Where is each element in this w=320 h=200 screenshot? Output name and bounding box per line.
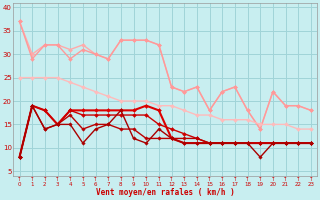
X-axis label: Vent moyen/en rafales ( km/h ): Vent moyen/en rafales ( km/h ) bbox=[96, 188, 235, 197]
